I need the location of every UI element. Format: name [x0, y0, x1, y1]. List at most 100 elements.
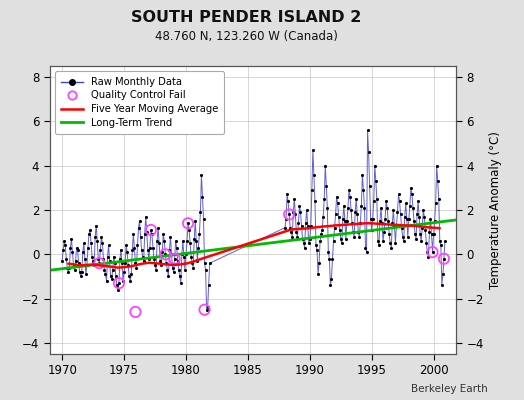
Point	[439, 271, 447, 278]
Point	[330, 224, 339, 231]
Point	[179, 238, 187, 244]
Point	[364, 149, 373, 156]
Point	[85, 231, 93, 238]
Point	[173, 258, 182, 264]
Point	[87, 240, 95, 246]
Point	[170, 256, 179, 262]
Point	[291, 211, 300, 218]
Point	[115, 280, 123, 286]
Point	[90, 262, 99, 268]
Point	[356, 220, 365, 226]
Point	[354, 229, 363, 235]
Point	[190, 236, 199, 242]
Point	[352, 196, 361, 202]
Point	[146, 244, 154, 251]
Point	[167, 251, 176, 258]
Point	[402, 216, 411, 222]
Point	[303, 222, 312, 229]
Point	[410, 218, 418, 224]
Point	[380, 229, 388, 235]
Point	[384, 218, 392, 224]
Point	[67, 236, 75, 242]
Point	[391, 240, 400, 246]
Point	[378, 220, 386, 226]
Point	[285, 211, 293, 218]
Point	[95, 260, 104, 266]
Point	[104, 242, 113, 249]
Point	[326, 282, 335, 288]
Point	[201, 267, 210, 273]
Point	[145, 256, 153, 262]
Point	[355, 233, 364, 240]
Point	[409, 204, 417, 211]
Point	[80, 240, 88, 246]
Point	[139, 258, 148, 264]
Point	[347, 207, 355, 213]
Point	[188, 260, 196, 266]
Point	[282, 216, 290, 222]
Point	[398, 233, 407, 240]
Point	[297, 222, 305, 229]
Point	[181, 267, 189, 273]
Point	[68, 249, 77, 255]
Point	[429, 249, 437, 255]
Point	[377, 204, 385, 211]
Point	[320, 196, 329, 202]
Point	[200, 306, 209, 313]
Point	[281, 224, 289, 231]
Point	[74, 260, 83, 266]
Point	[296, 209, 304, 216]
Point	[309, 147, 317, 153]
Point	[65, 264, 73, 271]
Point	[120, 269, 128, 275]
Point	[62, 256, 71, 262]
Point	[357, 202, 366, 209]
Point	[161, 251, 170, 258]
Point	[332, 194, 341, 200]
Point	[392, 222, 401, 229]
Point	[99, 256, 107, 262]
Point	[341, 218, 349, 224]
Point	[157, 262, 166, 268]
Point	[78, 269, 86, 275]
Point	[193, 258, 202, 264]
Point	[152, 267, 160, 273]
Point	[180, 253, 188, 260]
Point	[84, 244, 92, 251]
Point	[339, 216, 347, 222]
Point	[416, 231, 424, 238]
Point	[372, 178, 380, 184]
Point	[169, 269, 178, 275]
Point	[382, 198, 390, 204]
Point	[134, 224, 143, 231]
Point	[77, 273, 85, 280]
Point	[318, 227, 326, 233]
Point	[100, 267, 108, 273]
Point	[293, 233, 302, 240]
Y-axis label: Temperature Anomaly (°C): Temperature Anomaly (°C)	[489, 131, 502, 289]
Point	[122, 242, 130, 249]
Point	[107, 276, 116, 282]
Point	[334, 214, 343, 220]
Point	[429, 249, 437, 255]
Point	[350, 233, 358, 240]
Point	[407, 185, 415, 191]
Point	[184, 220, 192, 226]
Point	[284, 198, 292, 204]
Point	[121, 260, 129, 266]
Point	[290, 196, 299, 202]
Point	[130, 244, 138, 251]
Point	[316, 238, 324, 244]
Point	[144, 247, 152, 253]
Point	[61, 242, 70, 249]
Point	[128, 247, 137, 253]
Point	[295, 202, 303, 209]
Point	[198, 194, 206, 200]
Point	[164, 273, 172, 280]
Point	[106, 273, 115, 280]
Point	[66, 244, 74, 251]
Point	[155, 240, 163, 246]
Point	[132, 264, 140, 271]
Point	[119, 278, 127, 284]
Point	[141, 214, 150, 220]
